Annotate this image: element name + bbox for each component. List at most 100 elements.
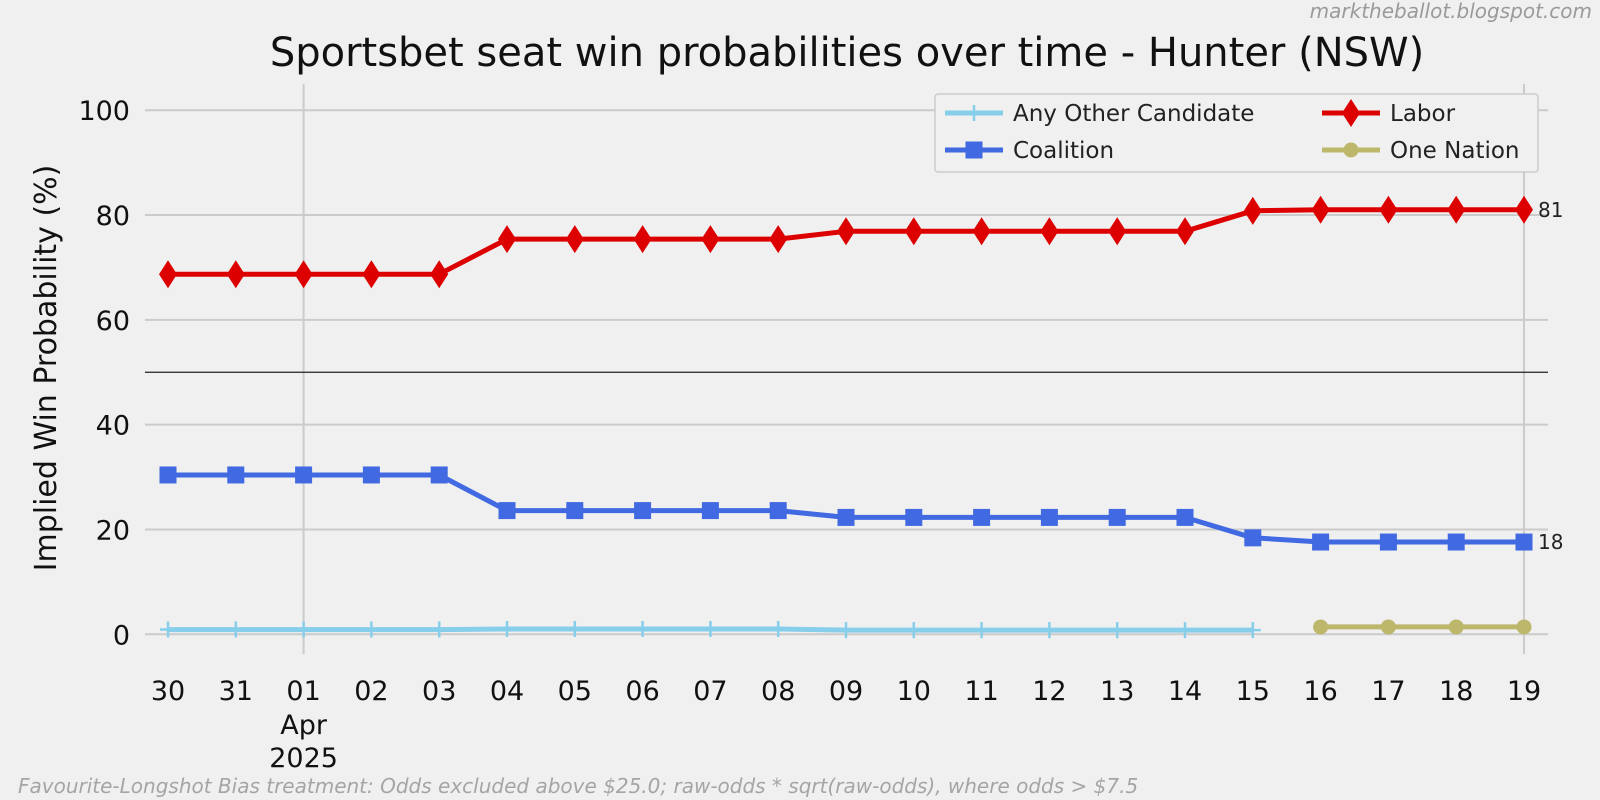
coalition-marker xyxy=(227,466,245,484)
coalition-marker xyxy=(1244,529,1262,547)
x-tick-label: 11 xyxy=(964,676,998,707)
labor-marker xyxy=(972,217,991,246)
any-other-candidate-marker xyxy=(905,622,922,639)
x-tick-label: 08 xyxy=(761,676,795,707)
x-tick-sublabel: Apr xyxy=(280,710,328,741)
footnote: Favourite-Longshot Bias treatment: Odds … xyxy=(18,774,1139,798)
labor-marker xyxy=(565,225,584,254)
one-nation-marker xyxy=(1448,619,1464,635)
any-other-candidate-marker xyxy=(770,621,787,638)
labor-marker xyxy=(226,260,245,289)
x-tick-label: 14 xyxy=(1168,676,1202,707)
x-tick-label: 07 xyxy=(693,676,727,707)
coalition-marker xyxy=(1447,533,1465,551)
labor-marker xyxy=(362,260,381,289)
coalition-marker xyxy=(1040,508,1058,526)
labor-marker xyxy=(159,260,177,289)
y-tick-label: 20 xyxy=(96,515,130,546)
coalition-marker xyxy=(566,502,584,520)
legend-item-any-other-candidate: Any Other Candidate xyxy=(945,101,1254,127)
coalition-marker xyxy=(634,502,652,520)
any-other-candidate-marker xyxy=(634,621,651,638)
legend-marker xyxy=(1342,99,1360,127)
coalition-marker xyxy=(769,502,787,520)
y-tick-label: 100 xyxy=(78,96,130,127)
labor-marker xyxy=(1040,217,1059,246)
x-tick-label: 16 xyxy=(1303,676,1337,707)
any-other-candidate-marker xyxy=(702,621,719,638)
legend-box xyxy=(934,93,1539,173)
series-any-other-candidate xyxy=(160,621,1261,639)
legend-item-coalition: Coalition xyxy=(945,138,1114,164)
labor-marker xyxy=(769,225,788,254)
coalition-marker xyxy=(362,466,380,484)
x-tick-label: 01 xyxy=(286,676,320,707)
coalition-line xyxy=(168,472,1524,545)
y-ticks: 0 20 40 60 80 100 xyxy=(78,96,130,651)
labor-marker xyxy=(498,225,516,254)
x-tick-label: 18 xyxy=(1439,676,1473,707)
any-other-candidate-marker xyxy=(838,622,854,639)
x-tick-label: 12 xyxy=(1032,676,1066,707)
any-other-candidate-marker xyxy=(227,621,244,638)
legend-label: Any Other Candidate xyxy=(1013,101,1254,127)
any-other-candidate-marker xyxy=(160,621,176,638)
labor-marker xyxy=(1447,195,1466,224)
x-tick-label: 03 xyxy=(422,676,456,707)
x-tick-sublabel: 2025 xyxy=(269,743,338,774)
end-value-label: 81 xyxy=(1538,198,1563,222)
any-other-candidate-marker xyxy=(1177,622,1193,639)
coalition-marker xyxy=(973,508,991,526)
legend-marker xyxy=(966,105,982,121)
y-tick-label: 0 xyxy=(113,620,130,651)
any-other-candidate-marker xyxy=(1244,622,1261,639)
coalition-marker xyxy=(1515,533,1533,551)
x-tick-label: 04 xyxy=(490,676,524,707)
legend-item-one-nation: One Nation xyxy=(1322,138,1520,164)
coalition-marker xyxy=(1379,533,1397,551)
labor-marker xyxy=(430,260,449,289)
legend-label: Labor xyxy=(1390,101,1456,127)
coalition-marker xyxy=(295,466,313,484)
x-ticks: 30 31 01 02 03 04 05 06 07 08 09 10 11 12 13 14 15 16 17 18… xyxy=(151,676,1541,774)
x-tick-label: 05 xyxy=(558,676,592,707)
legend-label: Coalition xyxy=(1013,138,1114,164)
coalition-marker xyxy=(1312,533,1330,551)
labor-marker xyxy=(1515,195,1533,224)
any-other-candidate-marker xyxy=(363,621,380,638)
coalition-marker xyxy=(498,502,516,520)
x-tick-label: 19 xyxy=(1507,676,1541,707)
coalition-marker xyxy=(905,508,923,526)
labor-marker xyxy=(701,225,720,254)
x-tick-label: 31 xyxy=(219,676,253,707)
x-tick-label: 10 xyxy=(897,676,931,707)
source-credit: marktheballot.blogspot.com xyxy=(1309,0,1592,23)
end-labels: 81 18 xyxy=(1538,198,1563,554)
any-other-candidate-marker xyxy=(973,622,990,639)
legend: Any Other Candidate Coalition Labor One Nat… xyxy=(934,93,1539,173)
any-other-candidate-marker xyxy=(499,621,515,638)
legend-marker xyxy=(965,141,983,159)
labor-marker xyxy=(633,225,652,254)
labor-marker xyxy=(837,217,855,246)
x-tick-label: 09 xyxy=(829,676,863,707)
y-tick-label: 80 xyxy=(96,201,130,232)
any-other-candidate-marker xyxy=(431,621,448,638)
end-value-label: 18 xyxy=(1538,530,1563,554)
coalition-marker xyxy=(837,508,855,526)
legend-marker xyxy=(1343,142,1359,158)
labor-marker xyxy=(294,260,313,289)
any-other-candidate-marker xyxy=(566,621,583,638)
x-tick-label: 17 xyxy=(1371,676,1405,707)
any-other-candidate-marker xyxy=(1109,622,1126,639)
x-tick-label: 15 xyxy=(1236,676,1270,707)
one-nation-marker xyxy=(1516,619,1532,635)
series-one-nation xyxy=(1313,619,1532,635)
coalition-marker xyxy=(159,466,177,484)
labor-marker xyxy=(904,217,923,246)
series-labor xyxy=(159,195,1533,289)
y-tick-label: 40 xyxy=(96,411,130,442)
one-nation-marker xyxy=(1380,619,1396,635)
x-tick-label: 13 xyxy=(1100,676,1134,707)
